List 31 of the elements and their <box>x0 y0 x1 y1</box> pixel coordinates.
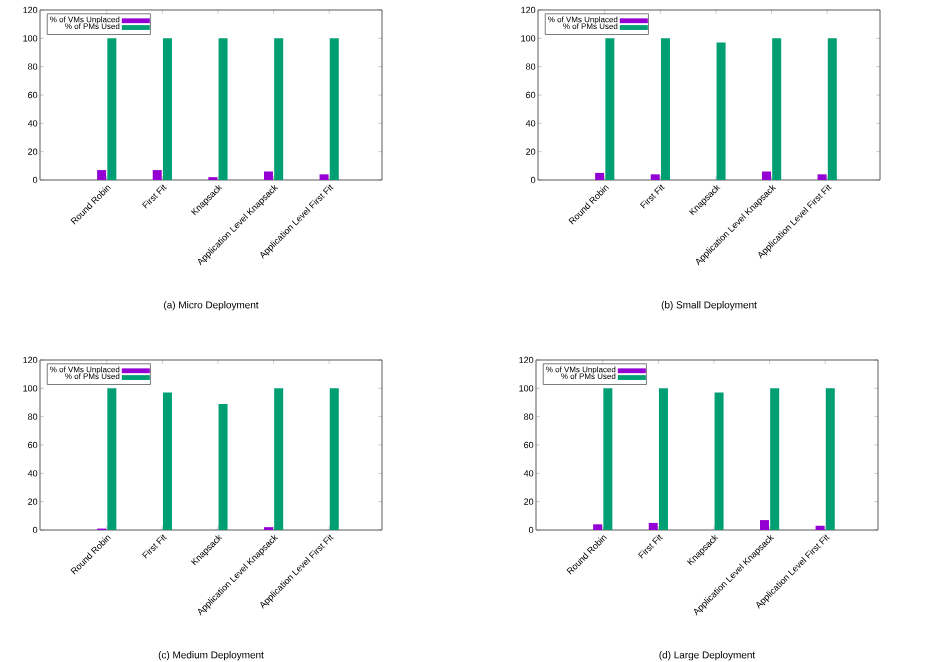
bar <box>658 388 668 530</box>
bar <box>714 392 724 530</box>
bar <box>329 388 339 530</box>
bar <box>716 42 726 180</box>
bar <box>650 174 660 180</box>
bar <box>605 38 615 180</box>
bar <box>772 38 782 180</box>
bar <box>603 388 613 530</box>
bar <box>263 171 273 180</box>
bar <box>107 388 117 530</box>
bar <box>329 38 339 180</box>
bar <box>319 174 329 180</box>
bar <box>770 388 780 530</box>
bar <box>152 170 162 180</box>
bar <box>761 171 771 180</box>
bar <box>218 403 228 530</box>
bar <box>595 172 605 180</box>
bar <box>107 38 117 180</box>
bar <box>827 38 837 180</box>
bar <box>218 38 228 180</box>
bar <box>97 170 107 180</box>
bar <box>648 522 658 530</box>
bar <box>593 524 603 530</box>
bar <box>274 388 284 530</box>
bar <box>660 38 670 180</box>
bar <box>162 38 172 180</box>
bar <box>759 520 769 530</box>
bar <box>274 38 284 180</box>
bar <box>162 392 172 530</box>
bar <box>825 388 835 530</box>
bar <box>817 174 827 180</box>
